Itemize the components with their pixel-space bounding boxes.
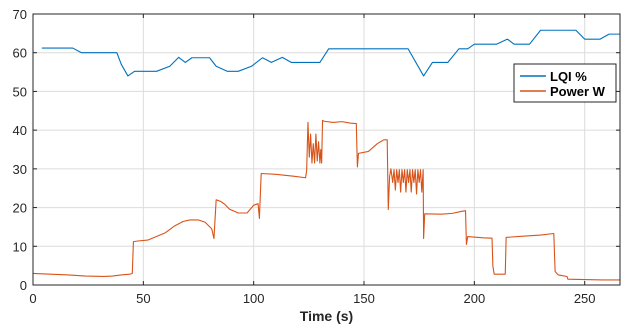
series-line-power <box>32 119 620 281</box>
axis-ticks: 0 50 100 150 200 250 0 10 20 30 40 50 60 70 <box>13 7 620 306</box>
x-tick-label: 0 <box>29 291 36 306</box>
x-tick-label: 150 <box>353 291 375 306</box>
y-tick-label: 50 <box>13 84 27 99</box>
legend-label: Power W <box>550 84 606 99</box>
legend-box <box>513 63 617 103</box>
x-tick-label: 100 <box>243 291 265 306</box>
y-tick-label: 60 <box>13 46 27 61</box>
legend-label: LQI % <box>550 69 587 84</box>
x-axis-title: Time (s) <box>300 308 353 324</box>
series-line-lqi <box>41 29 620 77</box>
y-tick-label: 20 <box>13 201 27 216</box>
legend: LQI %Power W <box>513 63 617 103</box>
series-lines <box>32 29 620 281</box>
y-tick-label: 40 <box>13 123 27 138</box>
y-tick-label: 70 <box>13 7 27 22</box>
y-tick-label: 0 <box>20 278 27 293</box>
y-tick-label: 30 <box>13 162 27 177</box>
x-tick-label: 200 <box>464 291 486 306</box>
x-tick-label: 250 <box>574 291 596 306</box>
plot-frame <box>32 13 621 286</box>
x-tick-label: 50 <box>136 291 150 306</box>
y-tick-label: 10 <box>13 239 27 254</box>
